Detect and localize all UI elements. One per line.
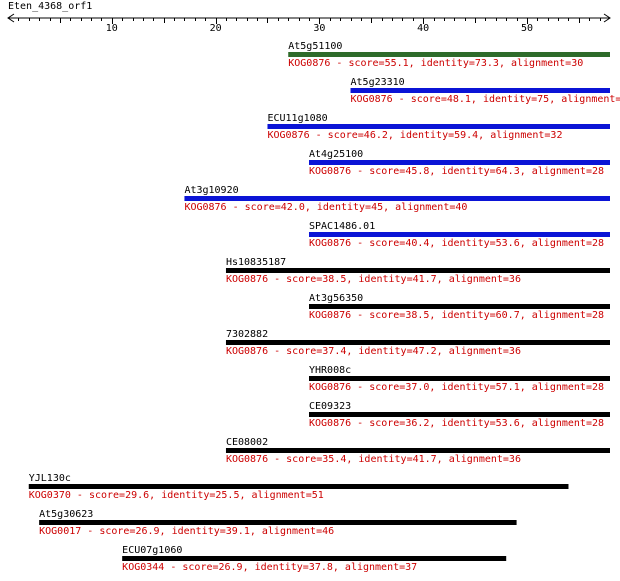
hit-info[interactable]: KOG0876 - score=55.1, identity=73.3, ali…	[288, 58, 583, 69]
hit-name: YHR008c	[309, 365, 351, 376]
hit-bar[interactable]	[28, 484, 569, 489]
hit-bar[interactable]	[288, 52, 610, 57]
hit-row[interactable]: At5g23310 KOG0876 - score=48.1, identity=…	[350, 77, 620, 105]
hit-bar[interactable]	[225, 268, 610, 273]
hit-bar[interactable]	[309, 304, 610, 309]
hit-name: YJL130c	[29, 473, 71, 484]
hit-row[interactable]: At3g56350 KOG0876 - score=38.5, identity=…	[309, 293, 610, 321]
hit-row[interactable]: ECU07g1060 KOG0344 - score=26.9, identity…	[122, 545, 507, 573]
hit-name: ECU07g1060	[122, 545, 182, 556]
axis-right-arrow	[603, 13, 611, 23]
hit-info[interactable]: KOG0876 - score=38.5, identity=41.7, ali…	[226, 274, 521, 285]
hit-bar[interactable]	[309, 376, 610, 381]
hit-info[interactable]: KOG0876 - score=48.1, identity=75, align…	[351, 94, 620, 105]
hit-row[interactable]: YHR008c KOG0876 - score=37.0, identity=57…	[309, 365, 610, 393]
hit-row[interactable]: At5g30623 KOG0017 - score=26.9, identity=…	[39, 509, 517, 537]
hit-name: At5g30623	[39, 509, 93, 520]
hit-row[interactable]: ECU11g1080 KOG0876 - score=46.2, identity…	[267, 113, 610, 141]
axis-tick-label: 40	[417, 23, 429, 34]
hit-bar[interactable]	[267, 124, 610, 129]
axis-tick-label: 20	[210, 23, 222, 34]
hit-bar[interactable]	[225, 448, 610, 453]
hit-name: ECU11g1080	[267, 113, 327, 124]
hit-info[interactable]: KOG0876 - score=37.0, identity=57.1, ali…	[309, 382, 604, 393]
hit-bar[interactable]	[309, 160, 610, 165]
hit-name: 7302882	[226, 329, 268, 340]
hit-info[interactable]: KOG0876 - score=45.8, identity=64.3, ali…	[309, 166, 604, 177]
hit-bar[interactable]	[122, 556, 507, 561]
hit-name: Hs10835187	[226, 257, 286, 268]
hit-name: At4g25100	[309, 149, 363, 160]
hit-bar[interactable]	[184, 196, 610, 201]
hit-info[interactable]: KOG0876 - score=40.4, identity=53.6, ali…	[309, 238, 604, 249]
query-name: Eten_4368_orf1	[8, 1, 93, 12]
hit-row[interactable]: Hs10835187 KOG0876 - score=38.5, identity…	[225, 257, 610, 285]
hit-bar[interactable]	[309, 412, 610, 417]
hit-row[interactable]: CE08002 KOG0876 - score=35.4, identity=41…	[225, 437, 610, 465]
hit-list: At5g51100 KOG0876 - score=55.1, identity=…	[28, 41, 620, 573]
hit-row[interactable]: YJL130c KOG0370 - score=29.6, identity=25…	[28, 473, 569, 501]
hit-info[interactable]: KOG0370 - score=29.6, identity=25.5, ali…	[29, 490, 324, 501]
axis-left-arrow	[7, 13, 15, 23]
hit-info[interactable]: KOG0876 - score=46.2, identity=59.4, ali…	[267, 130, 562, 141]
hit-info[interactable]: KOG0017 - score=26.9, identity=39.1, ali…	[39, 526, 334, 537]
hit-info[interactable]: KOG0344 - score=26.9, identity=37.8, ali…	[122, 562, 417, 573]
hit-name: At3g10920	[184, 185, 238, 196]
hit-row[interactable]: CE09323 KOG0876 - score=36.2, identity=53…	[309, 401, 610, 429]
hit-name: At5g51100	[288, 41, 342, 52]
axis-tick-label: 10	[106, 23, 118, 34]
hit-info[interactable]: KOG0876 - score=36.2, identity=53.6, ali…	[309, 418, 604, 429]
axis-tick-label: 50	[521, 23, 533, 34]
hit-row[interactable]: At3g10920 KOG0876 - score=42.0, identity=…	[184, 185, 610, 213]
hit-row[interactable]: SPAC1486.01 KOG0876 - score=40.4, identit…	[309, 221, 610, 249]
hit-info[interactable]: KOG0876 - score=38.5, identity=60.7, ali…	[309, 310, 604, 321]
query-axis: 10 20 30 40 50	[7, 13, 611, 34]
hit-row[interactable]: At4g25100 KOG0876 - score=45.8, identity=…	[309, 149, 610, 177]
hit-name: At3g56350	[309, 293, 363, 304]
hit-info[interactable]: KOG0876 - score=35.4, identity=41.7, ali…	[226, 454, 521, 465]
hit-row[interactable]: 7302882 KOG0876 - score=37.4, identity=47…	[225, 329, 610, 357]
hit-row[interactable]: At5g51100 KOG0876 - score=55.1, identity=…	[288, 41, 610, 69]
hit-info[interactable]: KOG0876 - score=37.4, identity=47.2, ali…	[226, 346, 521, 357]
hit-name: CE09323	[309, 401, 351, 412]
hit-info[interactable]: KOG0876 - score=42.0, identity=45, align…	[184, 202, 467, 213]
hit-bar[interactable]	[309, 232, 610, 237]
hit-name: CE08002	[226, 437, 268, 448]
hit-name: At5g23310	[351, 77, 405, 88]
hit-bar[interactable]	[39, 520, 517, 525]
hit-bar[interactable]	[350, 88, 610, 93]
axis-tick-label: 30	[313, 23, 325, 34]
hit-name: SPAC1486.01	[309, 221, 375, 232]
hit-bar[interactable]	[225, 340, 610, 345]
